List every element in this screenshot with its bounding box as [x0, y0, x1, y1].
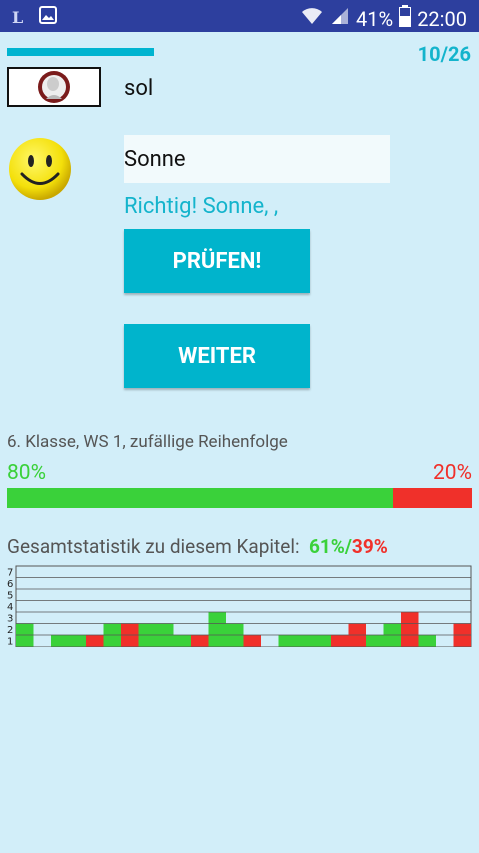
chart-cell: [156, 623, 174, 635]
chart-cell: [16, 623, 34, 635]
chart-cell: [86, 635, 104, 647]
chart-y-tick: 4: [7, 602, 13, 613]
chart-y-tick: 1: [7, 637, 13, 648]
chart-cell: [313, 635, 331, 647]
chart-cell: [261, 635, 279, 647]
chart-cell: [191, 635, 209, 647]
chart-cell: [418, 635, 436, 647]
chart-cell: [383, 635, 401, 647]
chart-y-tick: 2: [7, 625, 13, 636]
correct-percentage: 80%: [7, 461, 46, 485]
battery-percent: 41%: [356, 6, 394, 31]
ratio-bar-correct: [7, 488, 393, 508]
total-label: Gesamtstatistik zu diesem Kapitel:: [7, 535, 300, 558]
chart-y-tick: 6: [7, 579, 13, 590]
session-progress-bar: [7, 48, 154, 56]
ratio-bar: [7, 488, 472, 508]
wrong-percentage: 20%: [433, 461, 472, 485]
chart-cell: [138, 623, 156, 635]
chart-cell: [383, 623, 401, 635]
status-bar: L 41% 22:00: [0, 0, 479, 32]
chart-cell: [401, 623, 419, 635]
caesar-portrait-icon: [38, 71, 70, 103]
chart-cell: [226, 623, 244, 635]
smiley-icon: [9, 138, 71, 200]
chart-cell: [401, 612, 419, 624]
battery-icon: [399, 5, 412, 32]
clock: 22:00: [417, 6, 467, 31]
chart-cell: [436, 635, 454, 647]
chart-cell: [33, 635, 51, 647]
chart-cell: [173, 635, 191, 647]
chart-cell: [331, 635, 349, 647]
chart-cell: [208, 623, 226, 635]
chart-cell: [243, 635, 261, 647]
image-icon: [39, 6, 58, 28]
chart-cell: [51, 635, 69, 647]
chart-cell: [453, 635, 471, 647]
chart-cell: [348, 635, 366, 647]
chart-cell: [16, 635, 34, 647]
speaker-portrait-button[interactable]: [7, 67, 101, 107]
chart-cell: [401, 635, 419, 647]
vocabulary-word: sol: [124, 76, 154, 101]
chart-cell: [296, 635, 314, 647]
wifi-icon: [300, 6, 324, 31]
chart-cell: [226, 635, 244, 647]
chart-cell: [156, 635, 174, 647]
ratio-bar-wrong: [392, 488, 472, 508]
chart-cell: [208, 635, 226, 647]
total-separator: /: [344, 535, 352, 558]
chart-cell: [366, 635, 384, 647]
signal-icon: [330, 6, 350, 31]
total-statistics: Gesamtstatistik zu diesem Kapitel: 61%/3…: [7, 535, 388, 558]
chart-y-tick: 3: [7, 614, 13, 625]
next-button[interactable]: WEITER: [124, 324, 310, 388]
chart-cell: [121, 623, 139, 635]
chart-cell: [278, 635, 296, 647]
chart-cell: [453, 623, 471, 635]
chart-cell: [103, 623, 121, 635]
chart-y-tick: 5: [7, 591, 13, 602]
answer-input[interactable]: [124, 135, 390, 183]
chart-cell: [121, 635, 139, 647]
total-correct: 61%: [309, 535, 345, 558]
chart-y-tick: 7: [7, 568, 13, 579]
question-counter: 10/26: [417, 42, 471, 66]
chart-cell: [348, 623, 366, 635]
launcher-letter: L: [12, 7, 24, 27]
feedback-text: Richtig! Sonne, ,: [124, 194, 279, 219]
course-label: 6. Klasse, WS 1, zufällige Reihenfolge: [7, 432, 288, 452]
chart-cell: [208, 612, 226, 624]
chart-cell: [68, 635, 86, 647]
chart-cell: [138, 635, 156, 647]
total-wrong: 39%: [351, 535, 388, 558]
chart-cell: [103, 635, 121, 647]
check-button[interactable]: PRÜFEN!: [124, 229, 310, 293]
